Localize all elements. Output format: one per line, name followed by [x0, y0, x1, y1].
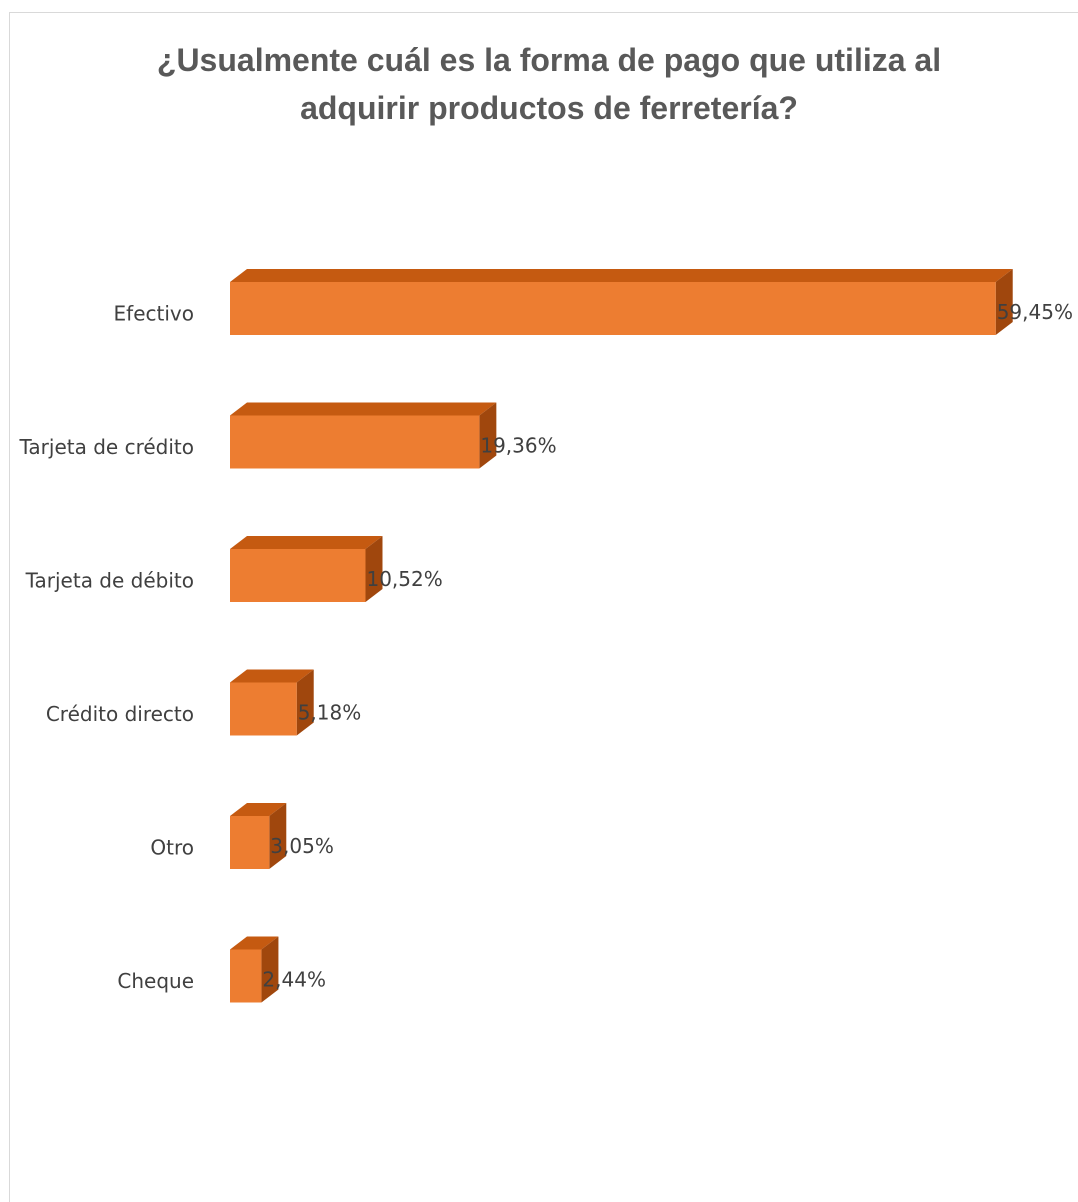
bar-top-face: [230, 669, 314, 683]
bar-side-face: [261, 936, 279, 1003]
bar: [230, 549, 366, 602]
bar: [230, 415, 480, 469]
bar-group: [230, 803, 287, 869]
bar-side-face: [296, 669, 314, 736]
data-label: 59,45%: [997, 300, 1073, 324]
category-label: Efectivo: [114, 302, 194, 326]
data-label: 10,52%: [366, 567, 442, 591]
bar-top-face: [230, 936, 279, 950]
category-label: Tarjeta de crédito: [19, 435, 194, 459]
bar-group: [230, 269, 1013, 335]
category-label: Otro: [150, 836, 194, 860]
data-label: 3,05%: [270, 834, 334, 858]
bar-side-face: [479, 402, 497, 469]
bar-side-face: [995, 269, 1013, 335]
category-label: Cheque: [117, 969, 194, 993]
bar-side-face: [365, 536, 383, 602]
data-label: 5,18%: [298, 701, 362, 725]
bar: [230, 949, 262, 1003]
chart-frame: [9, 12, 1078, 1202]
bar-group: [230, 936, 279, 1003]
bar-top-face: [230, 536, 383, 549]
data-label: 19,36%: [480, 434, 556, 458]
bar: [230, 682, 297, 736]
chart-title: ¿Usualmente cuál es la forma de pago que…: [156, 42, 942, 126]
bar-top-face: [230, 402, 497, 416]
bar-group: [230, 669, 314, 736]
category-label: Crédito directo: [46, 702, 194, 726]
bar: [230, 282, 996, 335]
bar-side-face: [269, 803, 287, 869]
bar-top-face: [230, 269, 1013, 282]
bar-top-face: [230, 803, 287, 816]
bar-group: [230, 536, 383, 602]
bar-group: [230, 402, 497, 469]
bar: [230, 816, 270, 869]
data-label: 2,44%: [262, 968, 326, 992]
category-label: Tarjeta de débito: [25, 569, 194, 593]
